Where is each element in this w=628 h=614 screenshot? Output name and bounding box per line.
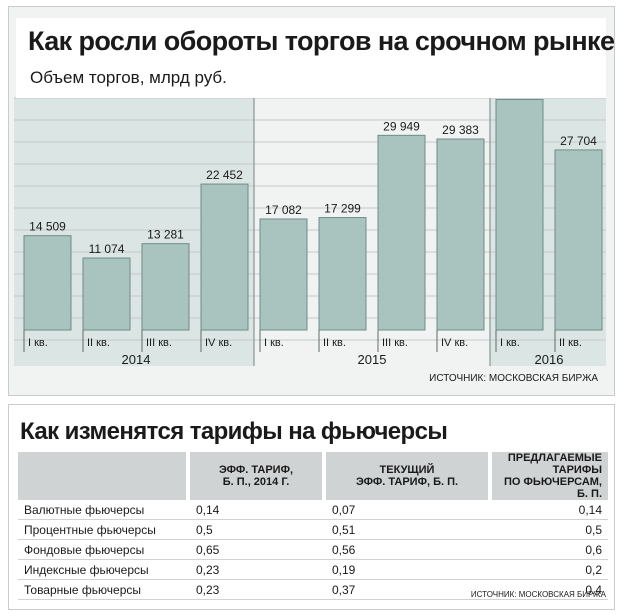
year-label: 2014 [122,352,151,367]
bar [141,243,190,331]
bar [259,218,308,331]
header-2014-tariff: ЭФФ. ТАРИФ, Б. П., 2014 Г. [190,452,322,500]
quarter-label: II кв. [323,337,346,349]
row-name: Индексные фьючерсы [18,559,186,580]
row-proposed-value: 0,5 [492,519,608,540]
row-proposed-value: 0,14 [492,500,608,520]
year-label: 2016 [535,352,564,367]
tariffs-table: ЭФФ. ТАРИФ, Б. П., 2014 Г. ТЕКУЩИЙ ЭФФ. … [18,452,608,600]
quarter-label: III кв. [146,337,172,349]
bar-value-label: 17 082 [265,203,302,217]
row-name: Валютные фьючерсы [18,500,186,520]
chart-title-box [16,18,606,98]
bar [82,257,131,331]
table-row: Товарные фьючерсы 0,23 0,37 0,4 [18,579,608,600]
quarter-label: I кв. [500,337,520,349]
row-current-value: 0,19 [326,559,488,580]
row-name: Процентные фьючерсы [18,519,186,540]
quarter-label: II кв. [559,337,582,349]
header-proposed-tariff: ПРЕДЛАГАЕМЫЕ ТАРИФЫ ПО ФЬЮЧЕРСАМ, Б. П. [492,452,608,500]
chart-subtitle: Объем торгов, млрд руб. [30,68,227,87]
bar-value-label: 29 383 [442,123,479,137]
row-proposed-value: 0,4 [492,579,608,600]
row-proposed-value: 0,6 [492,539,608,560]
bar [200,183,249,331]
quarter-label: I кв. [264,337,284,349]
row-current-value: 0,56 [326,539,488,560]
bar-value-label: 11 074 [89,242,125,256]
header-name [18,452,186,500]
table-row: Валютные фьючерсы 0,14 0,07 0,14 [18,500,608,520]
quarter-label: III кв. [382,337,408,349]
bar-value-label: 27 704 [560,134,597,148]
table-row: Индексные фьючерсы 0,23 0,19 0,2 [18,559,608,580]
tariffs-header-row: ЭФФ. ТАРИФ, Б. П., 2014 Г. ТЕКУЩИЙ ЭФФ. … [18,452,608,500]
year-label: 2015 [358,352,387,367]
row-name: Товарные фьючерсы [18,579,186,600]
quarter-label: I кв. [28,337,48,349]
bar-value-label: 13 281 [147,228,184,242]
table-row: Фондовые фьючерсы 0,65 0,56 0,6 [18,539,608,560]
chart-title: Как росли обороты торгов на срочном рынк… [28,26,615,56]
bar-value-label: 29 949 [383,119,420,133]
bar [23,235,72,331]
bar-value-label: 14 509 [29,220,66,234]
table-row: Процентные фьючерсы 0,5 0,51 0,5 [18,519,608,540]
quarter-label: IV кв. [441,337,468,349]
row-2014-value: 0,5 [190,519,322,540]
bar-value-label: 17 299 [324,202,361,216]
row-2014-value: 0,23 [190,559,322,580]
bar [377,134,426,331]
quarter-label: II кв. [87,337,110,349]
chart-source: ИСТОЧНИК: МОСКОВСКАЯ БИРЖА [429,373,598,384]
row-proposed-value: 0,2 [492,559,608,580]
row-name: Фондовые фьючерсы [18,539,186,560]
bar [495,98,544,331]
tariffs-title: Как изменятся тарифы на фьючерсы [20,418,448,445]
bar-value-label: 22 452 [206,168,243,182]
bar [436,138,485,331]
row-current-value: 0,51 [326,519,488,540]
row-2014-value: 0,23 [190,579,322,600]
row-2014-value: 0,14 [190,500,322,520]
quarter-label: IV кв. [205,337,232,349]
header-current-tariff: ТЕКУЩИЙ ЭФФ. ТАРИФ, Б. П. [326,452,488,500]
row-current-value: 0,37 [326,579,488,600]
bar [318,217,367,331]
row-current-value: 0,07 [326,500,488,520]
turnover-bar-chart: 14 509 I кв. 11 074 II кв. 13 281 III кв. 22 4… [14,83,606,367]
bar [554,149,603,331]
tariffs-source: ИСТОЧНИК: МОСКОВСКАЯ БИРЖА [470,590,606,599]
row-2014-value: 0,65 [190,539,322,560]
